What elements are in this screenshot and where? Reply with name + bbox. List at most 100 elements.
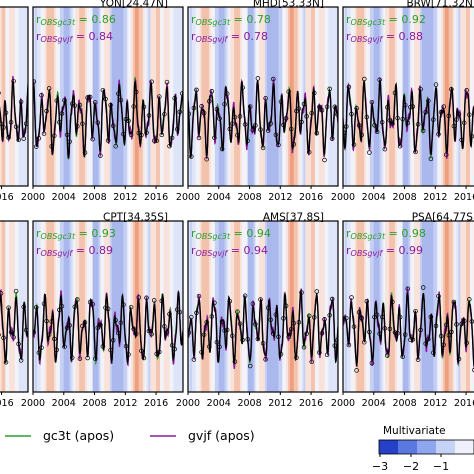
enso-band: [286, 7, 289, 186]
obs-point: [167, 143, 172, 149]
colorbar-tick-label: −2: [403, 460, 419, 473]
enso-band: [152, 7, 155, 186]
enso-band: [396, 221, 400, 392]
obs-point: [103, 305, 108, 310]
enso-band: [129, 7, 132, 186]
enso-band: [268, 7, 271, 186]
obs-point: [177, 109, 183, 115]
enso-band: [69, 221, 72, 392]
r-label: rOBSgvjf = 0.99: [346, 244, 423, 258]
obs-point: [431, 350, 436, 355]
obs-point: [80, 121, 85, 126]
enso-band: [446, 221, 450, 392]
enso-band: [454, 7, 457, 186]
obs-point: [212, 135, 217, 140]
obs-point: [291, 320, 297, 326]
obs-points: [33, 79, 183, 158]
obs-point: [433, 323, 439, 329]
colorbar-tick-label: −3: [372, 460, 388, 473]
obs-point: [379, 120, 385, 125]
enso-band: [396, 7, 400, 186]
obs-point: [423, 109, 428, 115]
obs-point: [324, 352, 330, 358]
obs-point: [247, 104, 253, 109]
obs-point: [11, 78, 16, 84]
enso-band: [54, 221, 57, 392]
enso-band: [230, 7, 233, 186]
obs-point: [314, 130, 320, 136]
obs-point: [278, 351, 284, 357]
obs-point: [72, 304, 78, 310]
enso-band: [307, 221, 310, 392]
obs-point: [431, 117, 436, 122]
enso-band: [191, 221, 195, 392]
obs-point: [98, 153, 103, 158]
enso-band: [280, 221, 283, 392]
obs-point: [44, 318, 49, 324]
obs-point: [343, 130, 347, 136]
enso-band: [46, 221, 49, 392]
enso-band: [131, 221, 134, 392]
enso-band: [305, 7, 308, 186]
obs-point: [472, 110, 474, 115]
x-tick-label: 2004: [207, 398, 231, 409]
panel-title: BRW[71.32N]: [406, 0, 474, 10]
enso-band: [385, 7, 388, 186]
enso-band: [356, 221, 359, 392]
enso-band: [156, 221, 159, 392]
enso-band: [443, 221, 446, 392]
enso-band: [398, 7, 401, 186]
enso-band: [404, 221, 407, 392]
obs-point: [240, 85, 245, 90]
enso-band: [274, 221, 277, 392]
obs-point: [57, 120, 62, 125]
enso-band: [169, 7, 172, 186]
obs-point: [34, 305, 39, 310]
panel-title: CPT[34.35S]: [103, 212, 168, 224]
obs-point: [194, 310, 199, 316]
enso-band: [61, 221, 65, 392]
enso-bands: [188, 221, 338, 392]
obs-point: [294, 108, 299, 114]
obs-point: [271, 331, 276, 337]
enso-band: [324, 7, 327, 186]
x-tick-label: 2000: [176, 192, 200, 203]
obs-point: [235, 309, 240, 314]
obs-point: [278, 99, 284, 104]
enso-band: [106, 7, 109, 186]
enso-band: [201, 221, 204, 392]
enso-band: [177, 7, 180, 186]
enso-band: [201, 7, 204, 186]
obs-point: [52, 133, 57, 138]
obs-point: [454, 117, 459, 122]
obs-point: [410, 104, 416, 109]
obs-point: [136, 295, 142, 300]
enso-band: [311, 7, 314, 186]
enso-band: [214, 221, 218, 392]
enso-band: [197, 221, 200, 392]
enso-band: [406, 221, 409, 392]
enso-band: [249, 221, 252, 392]
obs-point: [354, 106, 359, 111]
plot-frame: [0, 6, 29, 187]
obs-point: [446, 333, 452, 338]
enso-band: [471, 221, 474, 392]
obs-point: [85, 95, 90, 100]
obs-point: [449, 87, 454, 92]
obs-point: [90, 136, 95, 142]
enso-band: [81, 7, 84, 186]
enso-band: [236, 221, 239, 392]
enso-band: [431, 7, 434, 186]
enso-band: [163, 7, 166, 186]
enso-band: [301, 7, 304, 186]
enso-band: [464, 221, 467, 392]
obs-point: [85, 355, 90, 361]
obs-point: [113, 143, 118, 149]
enso-band: [400, 7, 403, 186]
obs-point: [309, 359, 314, 365]
obs-points: [0, 78, 28, 143]
obs-point: [62, 98, 67, 103]
enso-band: [179, 7, 182, 186]
enso-band: [253, 221, 256, 392]
obs-point: [296, 106, 302, 111]
